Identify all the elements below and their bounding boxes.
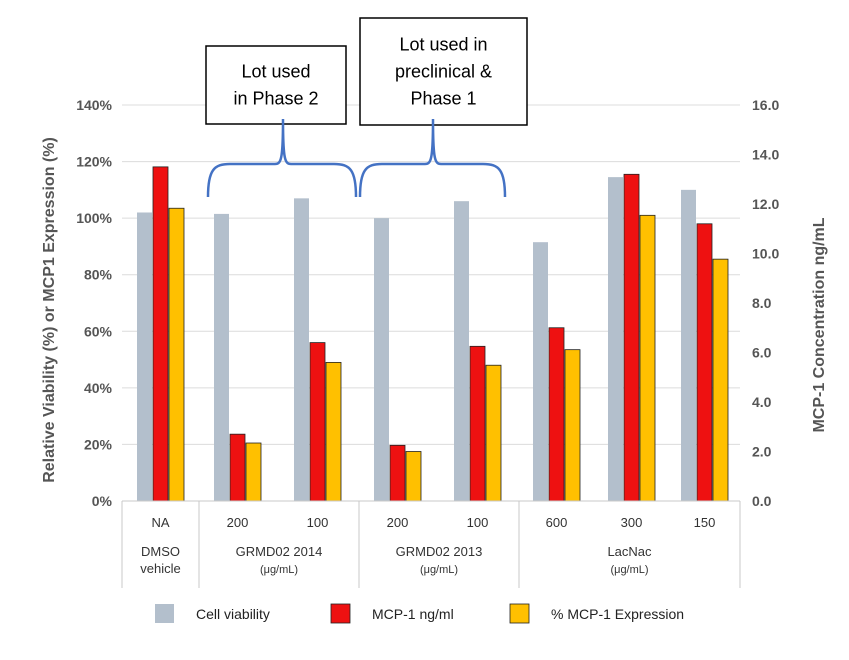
bars <box>122 166 740 502</box>
legend-label: Cell viability <box>196 606 270 622</box>
y2-tick-label: 0.0 <box>752 493 772 509</box>
callout-text: Phase 1 <box>410 89 476 109</box>
y-axis-title: Relative Viability (%) or MCP1 Expressio… <box>41 137 58 483</box>
y-tick-label: 60% <box>84 323 113 339</box>
group-unit-label: (μg/mL) <box>260 564 298 576</box>
x-tick-label: 150 <box>694 515 716 530</box>
legend: Cell viability MCP-1 ng/ml % MCP-1 Express… <box>155 603 684 624</box>
callout-text: Lot used <box>241 62 310 82</box>
bar <box>454 201 469 501</box>
legend-swatch <box>155 604 174 623</box>
bar <box>137 212 152 501</box>
group-unit-label: (μg/mL) <box>610 564 648 576</box>
x-tick-label: 100 <box>467 515 489 530</box>
bar <box>712 258 729 502</box>
bar <box>696 223 713 502</box>
y2-tick-label: 16.0 <box>752 97 779 113</box>
y-tick-label: 80% <box>84 267 113 283</box>
y2-tick-label: 4.0 <box>752 394 772 410</box>
bar <box>294 198 309 502</box>
y-tick-label: 100% <box>76 210 112 226</box>
legend-swatch <box>509 603 530 624</box>
x-tick-label: NA <box>151 515 169 530</box>
bar <box>168 207 185 502</box>
bar <box>533 242 548 501</box>
bar <box>608 177 623 501</box>
bar <box>152 166 169 502</box>
bar <box>681 189 696 501</box>
bracket <box>358 118 507 198</box>
y2-tick-label: 12.0 <box>752 196 779 212</box>
y-tick-label: 20% <box>84 436 113 452</box>
bracket <box>206 118 358 198</box>
bar <box>309 342 326 502</box>
bar <box>548 327 565 502</box>
y2-tick-label: 14.0 <box>752 147 779 163</box>
group-label: vehicle <box>140 561 180 576</box>
bar <box>245 442 262 502</box>
x-tick-label: 600 <box>546 515 568 530</box>
legend-label: % MCP-1 Expression <box>551 606 684 622</box>
x-tick-label: 300 <box>621 515 643 530</box>
group-unit-label: (μg/mL) <box>420 564 458 576</box>
callout-box <box>205 45 347 125</box>
callout-box <box>359 17 528 126</box>
y-tick-label: 0% <box>92 493 113 509</box>
bar <box>639 214 656 502</box>
y-tick-label: 140% <box>76 97 112 113</box>
y2-tick-label: 2.0 <box>752 444 772 460</box>
right-axis-ticks: 0.0 2.0 4.0 6.0 8.0 10.0 12.0 14.0 16.0 <box>752 97 779 509</box>
group-label: GRMD02 2014 <box>236 544 323 559</box>
callout-text: in Phase 2 <box>233 89 318 109</box>
bar <box>564 349 581 502</box>
legend-swatch <box>330 603 351 624</box>
callout-text: Lot used in <box>399 35 487 55</box>
bar <box>229 433 246 502</box>
bar <box>374 218 389 501</box>
callouts: Lot used in Phase 2 Lot used in preclinical… <box>205 17 528 198</box>
bar <box>325 361 342 502</box>
y-tick-label: 120% <box>76 154 112 170</box>
x-tick-label: 200 <box>227 515 249 530</box>
left-axis-ticks: 0% 20% 40% 60% 80% 100% 120% 140% <box>76 97 112 509</box>
category-table: NA 200 100 200 100 600 300 150 DMSO vehicle GRMD02… <box>121 501 741 588</box>
y2-tick-label: 10.0 <box>752 246 779 262</box>
y2-tick-label: 8.0 <box>752 295 772 311</box>
bar <box>485 364 502 502</box>
x-tick-label: 100 <box>307 515 329 530</box>
bar <box>389 444 406 502</box>
y2-tick-label: 6.0 <box>752 345 772 361</box>
bar <box>469 345 486 502</box>
y2-axis-title: MCP-1 Concentration ng/mL <box>811 217 828 432</box>
callout-text: preclinical & <box>395 62 492 82</box>
y-tick-label: 40% <box>84 380 113 396</box>
group-label: LacNac <box>607 544 652 559</box>
legend-label: MCP-1 ng/ml <box>372 606 454 622</box>
bar <box>405 451 422 502</box>
bar <box>623 173 640 502</box>
x-tick-label: 200 <box>387 515 409 530</box>
group-label: DMSO <box>141 544 180 559</box>
bar <box>214 213 229 501</box>
group-label: GRMD02 2013 <box>396 544 483 559</box>
